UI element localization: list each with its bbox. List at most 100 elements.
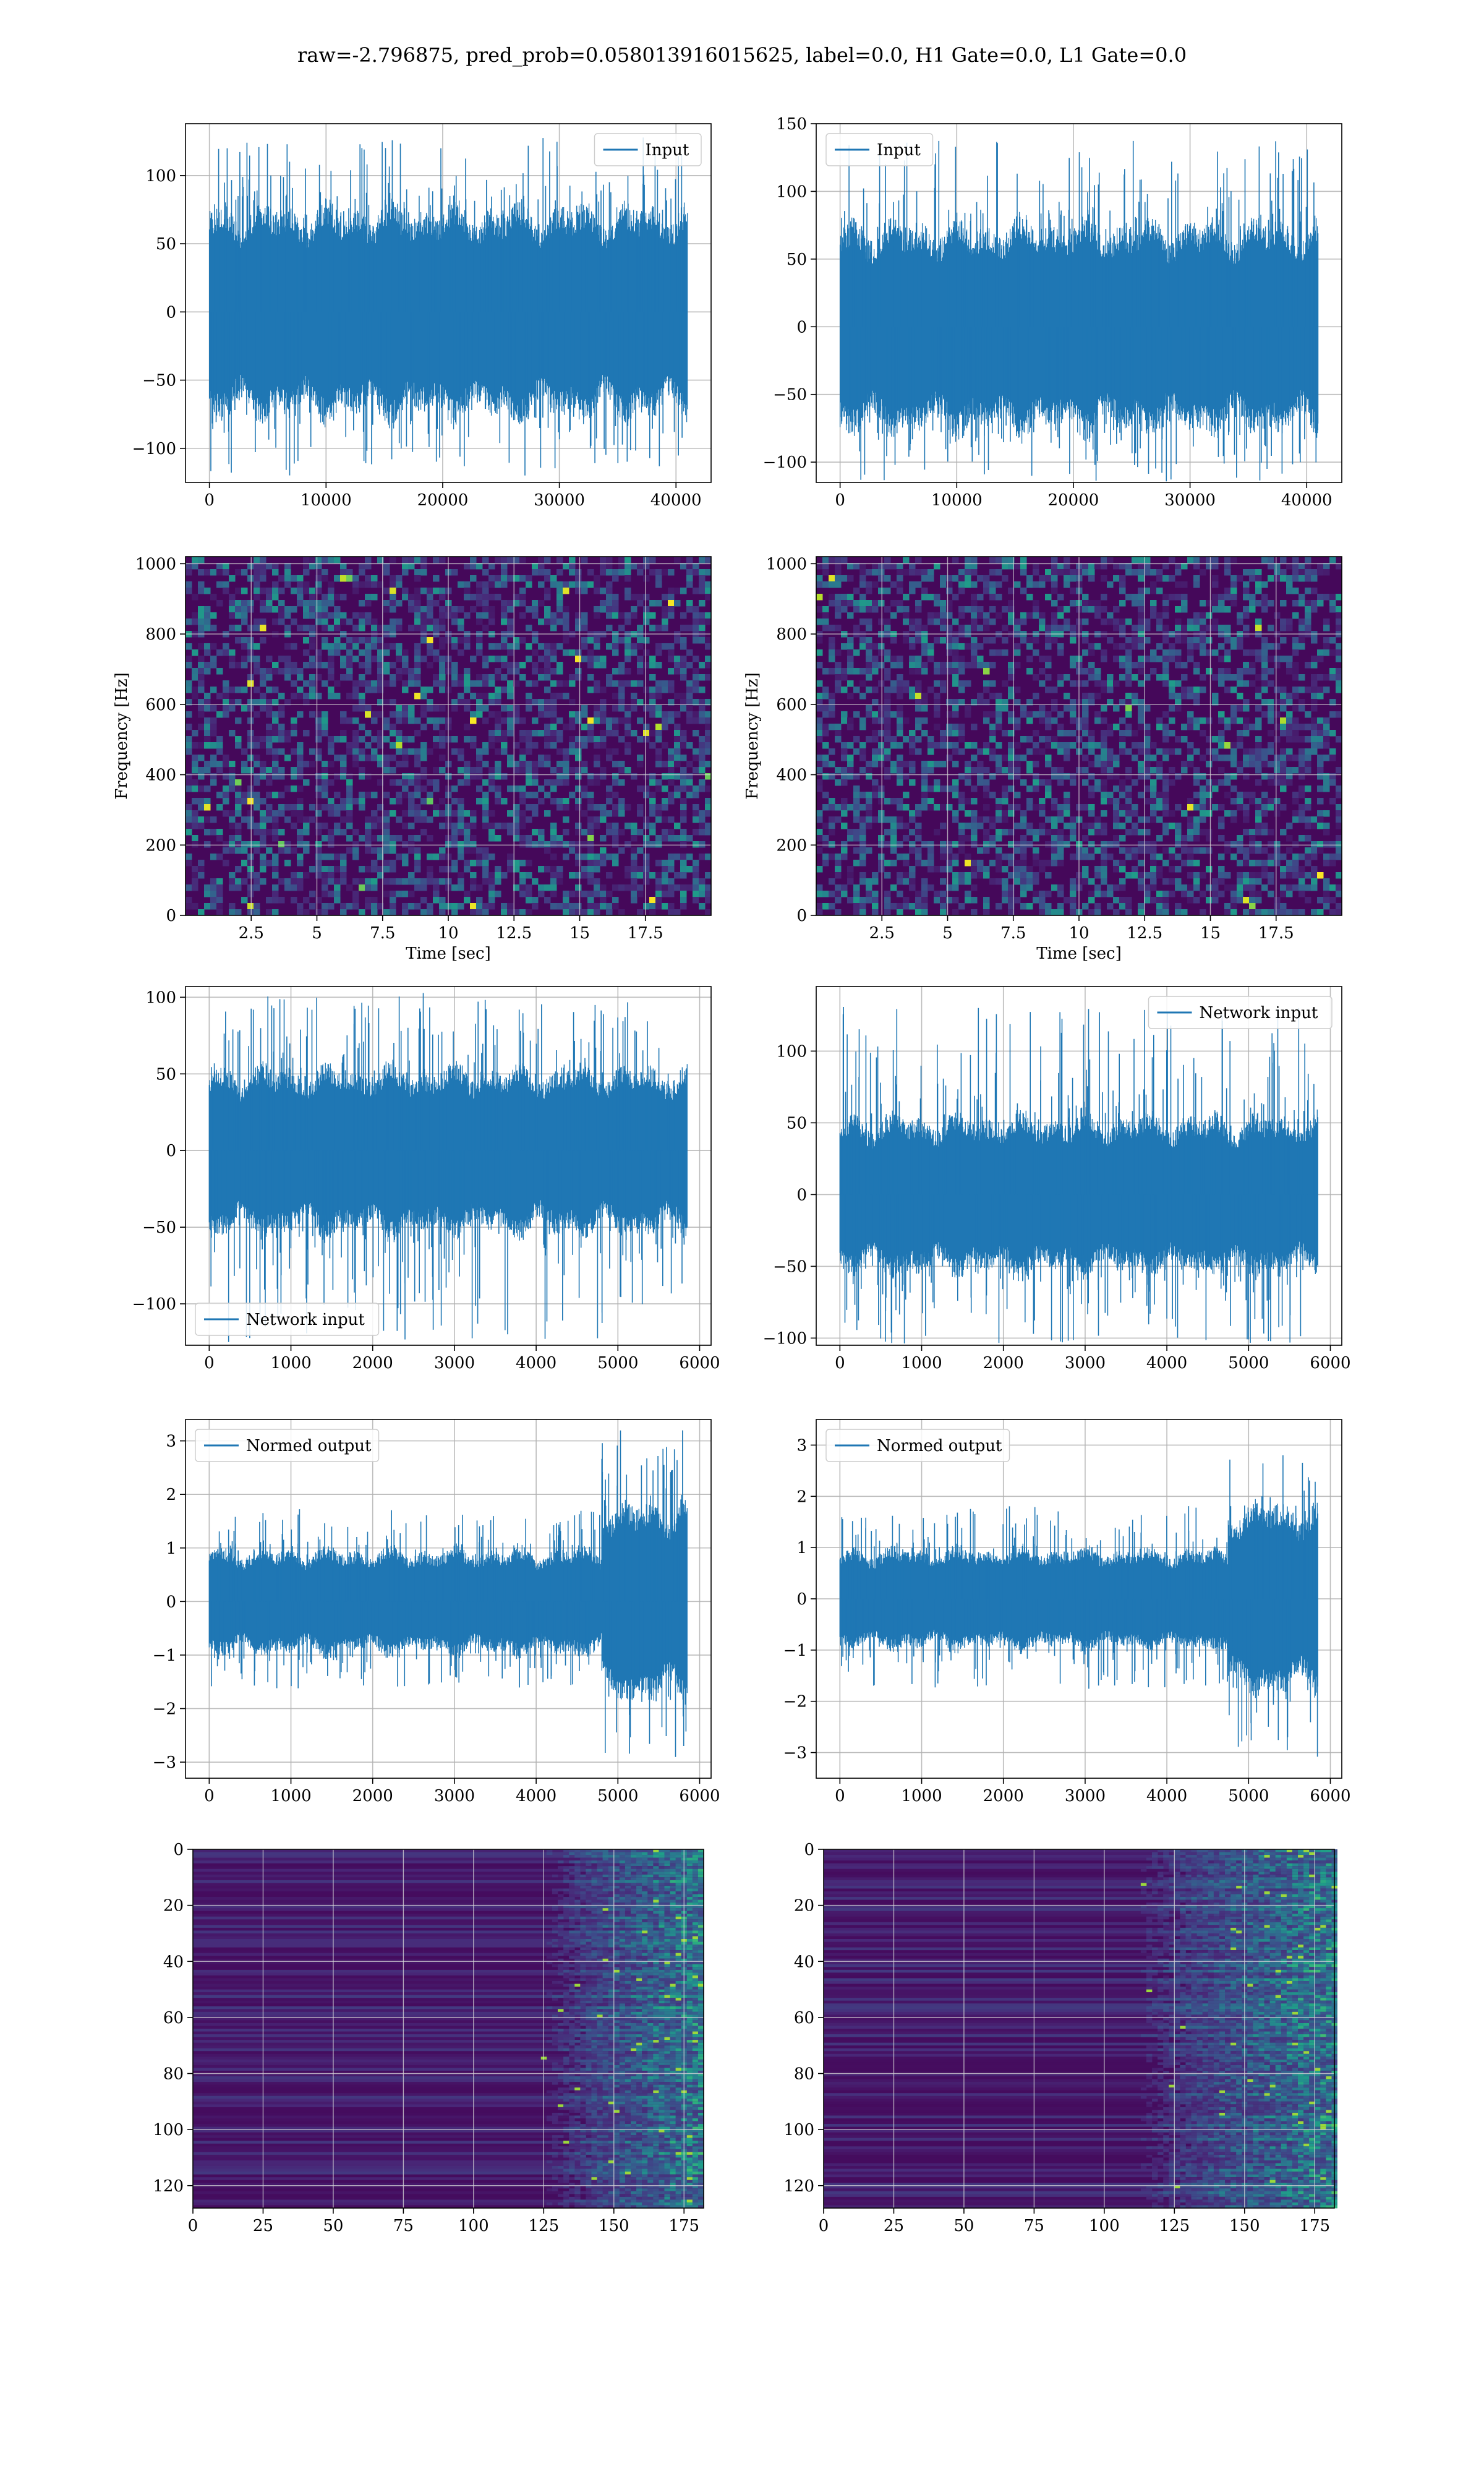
heatmap-cell <box>1008 662 1015 669</box>
heatmap-cell <box>1224 724 1231 730</box>
heatmap-cell <box>192 884 198 891</box>
heatmap-cell <box>1249 748 1256 755</box>
x-axis-label: Time [sec] <box>406 944 491 963</box>
heatmap-cell <box>365 897 372 904</box>
heatmap-cell <box>284 785 291 792</box>
heatmap-cell <box>1094 823 1101 829</box>
heatmap-cell <box>927 736 934 743</box>
heatmap-cell <box>1002 625 1009 631</box>
heatmap-cell <box>464 687 471 693</box>
heatmap-cell <box>272 606 279 613</box>
x-tick-label: 20000 <box>1048 491 1099 510</box>
heatmap-cell <box>816 847 823 854</box>
heatmap-cell <box>1243 699 1250 706</box>
heatmap-cell <box>668 649 675 656</box>
heatmap-cell <box>1101 755 1107 761</box>
heatmap-cell <box>210 903 217 910</box>
heatmap-cell <box>365 823 372 829</box>
heatmap-cell <box>513 761 520 768</box>
heatmap-cell <box>495 891 501 897</box>
heatmap-cell <box>198 755 205 761</box>
heatmap-cell <box>693 792 699 798</box>
heatmap-cell <box>1336 563 1342 570</box>
heatmap-cell <box>229 575 236 582</box>
heatmap-cell <box>223 773 229 780</box>
heatmap-cell <box>1175 804 1182 811</box>
heatmap-cell <box>402 687 409 693</box>
heatmap-cell <box>414 557 421 563</box>
heatmap-cell <box>470 563 477 570</box>
heatmap-cell <box>1230 742 1237 749</box>
heatmap-cell <box>600 557 607 563</box>
heatmap-cell <box>587 866 594 873</box>
heatmap-cell <box>513 717 520 724</box>
heatmap-cell <box>699 841 706 848</box>
heatmap-cell <box>1224 563 1231 570</box>
heatmap-cell <box>284 662 291 669</box>
heatmap-cell <box>841 643 848 650</box>
heatmap-cell <box>223 860 229 867</box>
heatmap-cell <box>581 829 588 836</box>
heatmap-cell <box>921 878 928 885</box>
heatmap-cell <box>1033 612 1039 619</box>
heatmap-cell <box>272 823 279 829</box>
heatmap-cell <box>1045 711 1052 718</box>
heatmap-cell <box>927 884 934 891</box>
heatmap-cell <box>204 668 211 675</box>
heatmap-cell <box>1268 656 1274 662</box>
heatmap-cell <box>334 804 341 811</box>
heatmap-cell <box>1280 767 1287 774</box>
heatmap-cell <box>853 649 860 656</box>
heatmap-cell <box>532 662 539 669</box>
heatmap-cell <box>192 687 198 693</box>
heatmap-cell <box>643 687 650 693</box>
heatmap-cell <box>476 674 483 681</box>
heatmap-cell <box>686 835 693 842</box>
heatmap-cell <box>649 693 656 700</box>
y-tick-label: 600 <box>145 696 176 714</box>
heatmap-cell <box>662 884 668 891</box>
heatmap-cell <box>513 884 520 891</box>
heatmap-cell <box>427 872 433 879</box>
heatmap-cell <box>662 724 668 730</box>
heatmap-cell <box>1243 761 1250 768</box>
heatmap-cell <box>649 557 656 563</box>
heatmap-cell <box>1193 773 1200 780</box>
heatmap-cell <box>513 767 520 774</box>
heatmap-cell <box>1261 687 1268 693</box>
heatmap-cell <box>420 767 427 774</box>
heatmap-cell <box>408 736 415 743</box>
heatmap-cell <box>606 569 613 576</box>
heatmap-cell <box>383 755 390 761</box>
heatmap-cell <box>371 711 378 718</box>
heatmap-cell <box>884 606 891 613</box>
heatmap-cell <box>1156 612 1163 619</box>
heatmap-cell <box>507 557 514 563</box>
heatmap-cell <box>1094 674 1101 681</box>
heatmap-cell <box>594 687 600 693</box>
heatmap-cell <box>476 563 483 570</box>
heatmap-cell <box>1224 755 1231 761</box>
heatmap-cell <box>1125 674 1132 681</box>
heatmap-cell <box>909 742 916 749</box>
heatmap-cell <box>1268 878 1274 885</box>
heatmap-cell <box>649 798 656 805</box>
heatmap-cell <box>1125 594 1132 601</box>
heatmap-cell <box>272 835 279 842</box>
heatmap-cell <box>1261 755 1268 761</box>
heatmap-cell <box>662 761 668 768</box>
heatmap-cell <box>1088 854 1095 860</box>
heatmap-cell <box>1243 730 1250 737</box>
heatmap-cell <box>216 897 223 904</box>
heatmap-cell <box>927 854 934 860</box>
heatmap-cell <box>594 612 600 619</box>
heatmap-cell <box>278 656 285 662</box>
heatmap-cell <box>655 755 662 761</box>
heatmap-cell <box>229 785 236 792</box>
heatmap-cell <box>680 563 687 570</box>
heatmap-cell <box>346 847 353 854</box>
heatmap-cell <box>841 742 848 749</box>
heatmap-cell <box>488 680 495 687</box>
heatmap-cell <box>643 612 650 619</box>
heatmap-cell <box>1329 773 1336 780</box>
